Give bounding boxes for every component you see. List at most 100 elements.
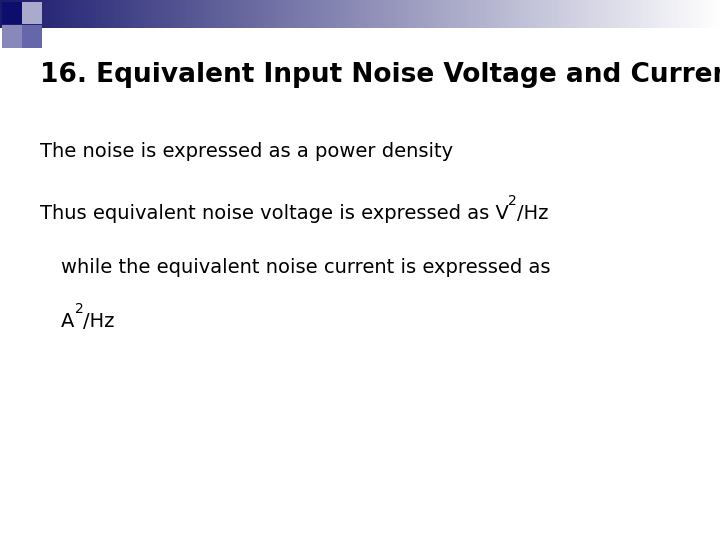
Bar [36, 0, 39, 28]
Bar [187, 0, 190, 28]
Bar [19, 0, 22, 28]
Bar [221, 0, 224, 28]
Bar [45, 0, 49, 28]
Bar [451, 0, 454, 28]
Bar [715, 0, 719, 28]
Bar [621, 0, 625, 28]
Bar [175, 0, 179, 28]
Bar [295, 0, 298, 28]
Bar [17, 0, 20, 28]
Bar [235, 0, 238, 28]
Bar [593, 0, 596, 28]
Bar [214, 0, 217, 28]
Bar [643, 0, 647, 28]
Bar [374, 0, 377, 28]
Bar [67, 0, 71, 28]
Bar [173, 0, 176, 28]
Bar [492, 0, 495, 28]
Bar [470, 0, 474, 28]
Bar [178, 0, 181, 28]
Text: 16. Equivalent Input Noise Voltage and Current: 16. Equivalent Input Noise Voltage and C… [40, 62, 720, 87]
Bar [569, 0, 572, 28]
Bar [610, 0, 613, 28]
Bar [413, 0, 416, 28]
Bar [408, 0, 411, 28]
Bar [276, 0, 279, 28]
Bar [578, 0, 582, 28]
Bar [315, 0, 318, 28]
Bar [437, 0, 440, 28]
Bar [115, 0, 118, 28]
Bar [189, 0, 193, 28]
Bar [372, 0, 375, 28]
Bar [230, 0, 233, 28]
Bar [425, 0, 428, 28]
Bar [540, 0, 543, 28]
Bar [60, 0, 63, 28]
Bar [322, 0, 325, 28]
Bar [290, 0, 294, 28]
Bar [31, 0, 35, 28]
Bar [110, 0, 114, 28]
Bar [677, 0, 680, 28]
Bar [516, 0, 519, 28]
Bar [329, 0, 332, 28]
Bar [542, 0, 546, 28]
Bar [624, 0, 627, 28]
Bar [288, 0, 291, 28]
Bar [696, 0, 699, 28]
Bar [689, 0, 692, 28]
Bar [533, 0, 536, 28]
Bar [574, 0, 577, 28]
Bar [24, 0, 27, 28]
Bar [495, 0, 498, 28]
Bar [538, 0, 541, 28]
Bar [218, 0, 222, 28]
Bar [48, 0, 51, 28]
Text: The noise is expressed as a power density: The noise is expressed as a power densit… [40, 141, 453, 161]
Bar [405, 0, 409, 28]
Bar [420, 0, 423, 28]
Bar [482, 0, 485, 28]
Bar [590, 0, 593, 28]
Bar [650, 0, 654, 28]
Bar [653, 0, 656, 28]
Bar [502, 0, 505, 28]
Bar [233, 0, 236, 28]
Bar [125, 0, 128, 28]
Bar [53, 0, 56, 28]
Bar [636, 0, 639, 28]
Text: Thus equivalent noise voltage is expressed as V: Thus equivalent noise voltage is express… [40, 204, 508, 223]
Bar [257, 0, 260, 28]
Bar [333, 0, 337, 28]
Bar [358, 0, 361, 28]
Bar [209, 0, 212, 28]
Bar [192, 0, 195, 28]
Bar [454, 0, 456, 28]
Bar [130, 0, 132, 28]
Bar [513, 0, 517, 28]
Bar [34, 0, 37, 28]
Bar [254, 0, 258, 28]
Bar [266, 0, 269, 28]
Bar [585, 0, 589, 28]
Bar [139, 0, 143, 28]
Bar [317, 0, 320, 28]
Bar [396, 0, 399, 28]
Bar [509, 0, 512, 28]
Bar [22, 25, 42, 48]
Bar [588, 0, 591, 28]
Bar [113, 0, 116, 28]
Bar [103, 0, 107, 28]
Bar [22, 2, 42, 24]
Bar [283, 0, 287, 28]
Bar [341, 0, 344, 28]
Bar [675, 0, 678, 28]
Bar [225, 0, 229, 28]
Bar [523, 0, 526, 28]
Bar [403, 0, 406, 28]
Bar [571, 0, 575, 28]
Bar [379, 0, 382, 28]
Bar [211, 0, 215, 28]
Bar [79, 0, 82, 28]
